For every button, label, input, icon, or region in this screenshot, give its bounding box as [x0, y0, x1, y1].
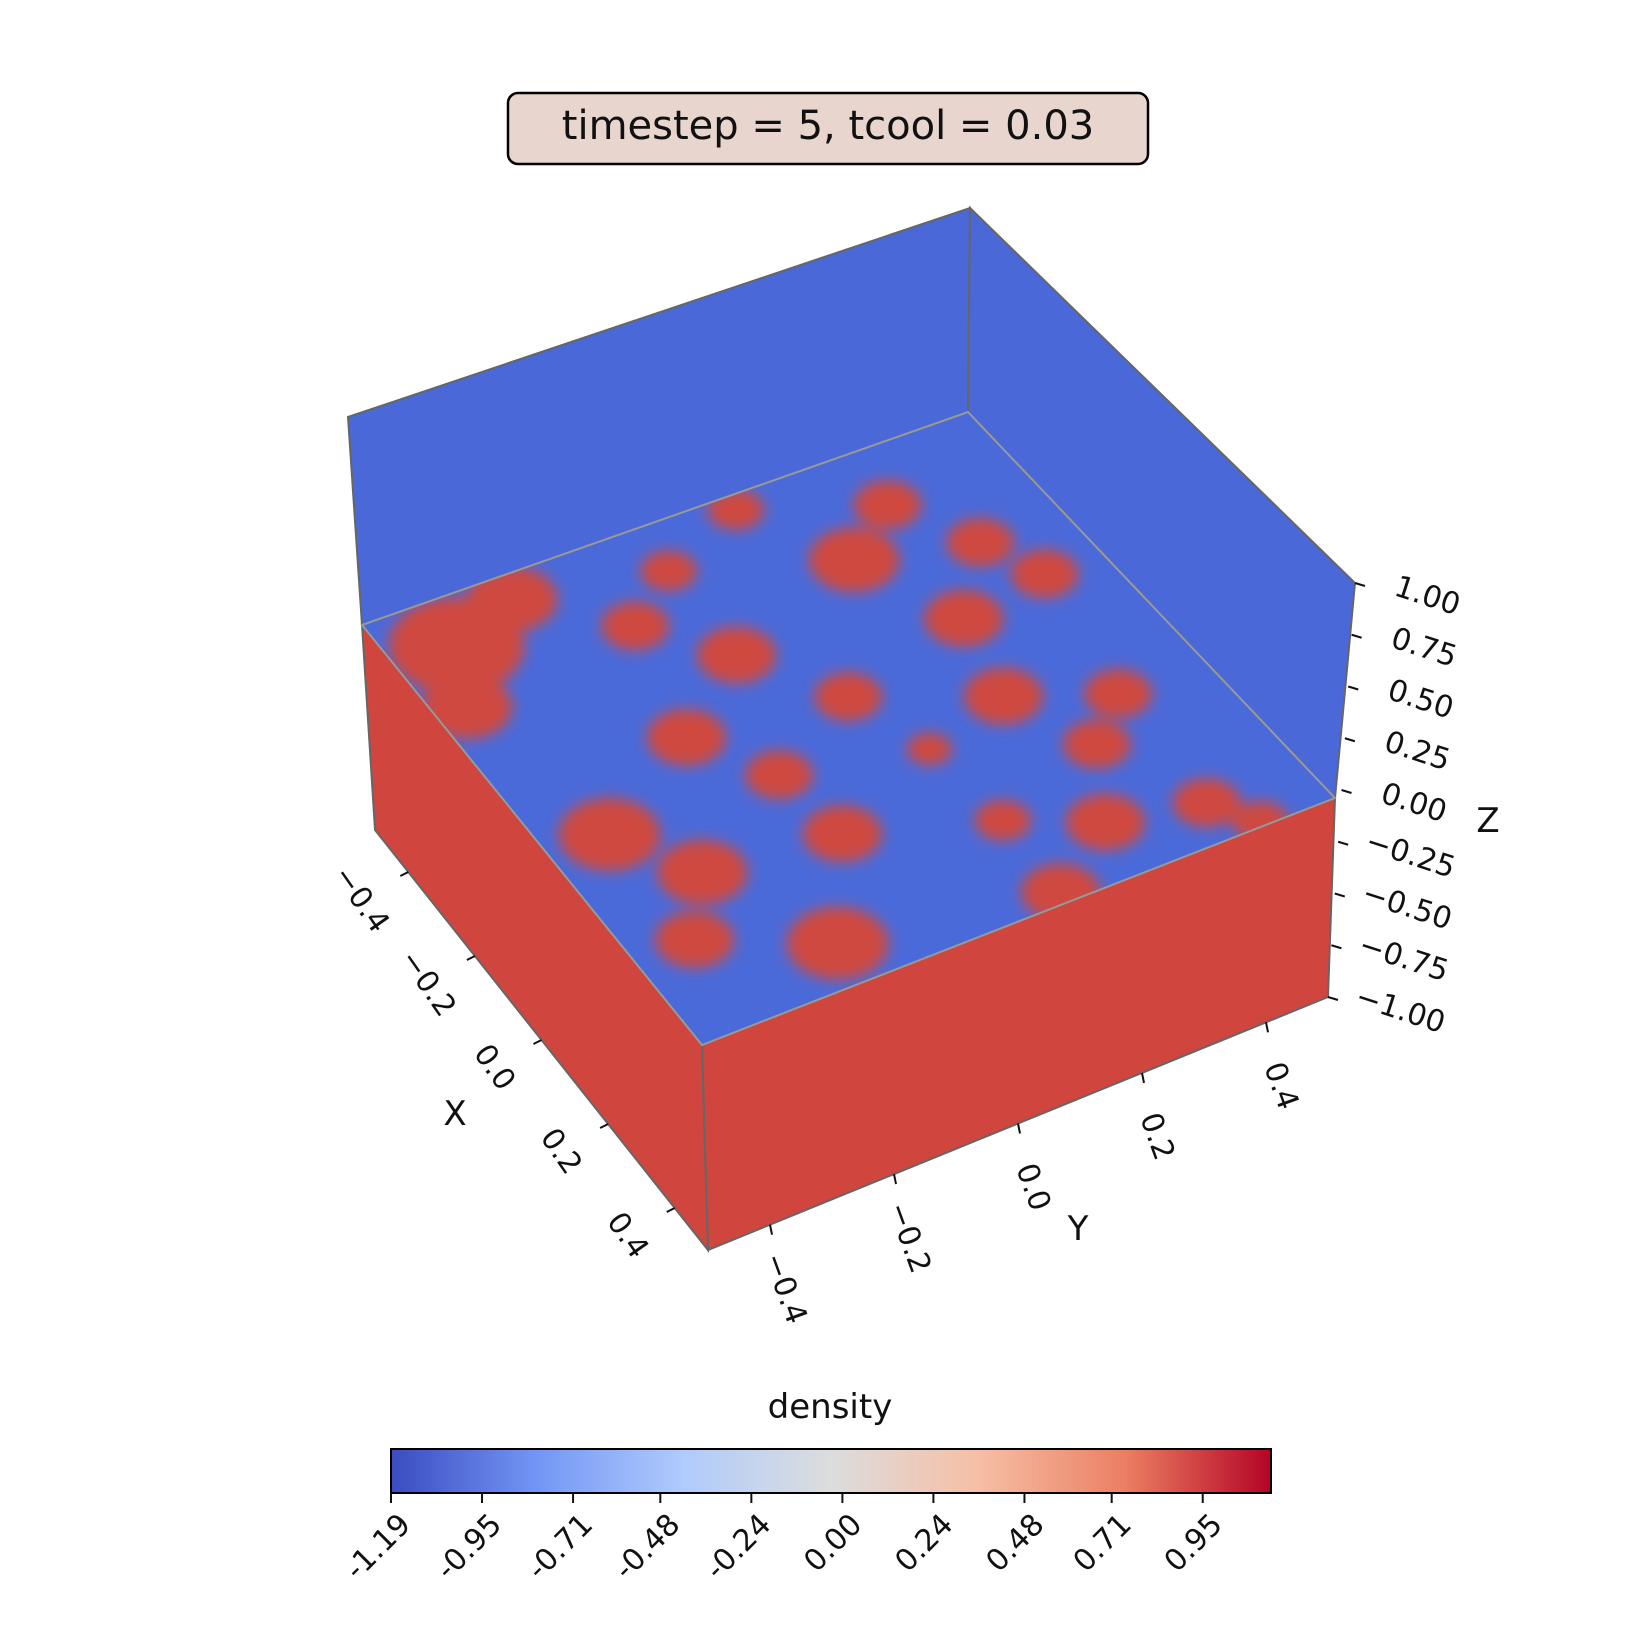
z-tick-label: −0.25	[1361, 824, 1459, 886]
density-blob	[808, 527, 900, 593]
y-axis-label: Y	[1067, 1209, 1089, 1249]
x-tick-label: 0.2	[533, 1122, 589, 1181]
colorbar-gradient	[390, 1448, 1272, 1494]
z-axis: −1.00−0.75−0.50−0.250.000.250.500.751.00	[1327, 569, 1464, 1041]
z-tick-mark	[1327, 996, 1339, 1001]
colorbar: density -1.19 -0.95 -0.71 -0.48 -0.24 0.00 0.2…	[338, 1387, 1272, 1587]
z-tick-mark	[1331, 944, 1342, 950]
density-blob	[707, 489, 765, 531]
top-face-outline	[360, 410, 1337, 1047]
density-blob	[963, 667, 1044, 725]
colorbar-tick-label: 0.00	[797, 1507, 869, 1579]
z-tick-mark	[1344, 737, 1356, 743]
x-axis-label: X	[443, 1094, 466, 1134]
colorbar-ticks: -1.19 -0.95 -0.71 -0.48 -0.24 0.00 0.24 0.48 0.7…	[338, 1493, 1230, 1587]
y-tick-mark	[769, 1224, 773, 1235]
x-tick-label: −0.2	[392, 944, 462, 1024]
y-tick-label: 0.2	[1132, 1108, 1181, 1165]
density-blob	[745, 750, 814, 800]
colorbar-tick-label: -0.95	[429, 1507, 509, 1587]
z-tick-label: 0.50	[1383, 673, 1457, 727]
y-tick-mark	[1017, 1123, 1021, 1134]
density-blob	[1010, 549, 1079, 599]
density-blob	[1172, 778, 1241, 828]
x-tick-label: −0.4	[326, 860, 396, 940]
density-blob	[946, 518, 1015, 567]
y-tick-mark	[1141, 1072, 1145, 1084]
density-blob	[654, 911, 735, 969]
colorbar-tick-label: 0.48	[979, 1507, 1051, 1579]
x-tick-mark	[399, 871, 409, 877]
z-tick-mark	[1337, 840, 1349, 846]
density-blob	[421, 674, 513, 740]
colorbar-tick-label: -0.24	[699, 1507, 779, 1587]
title-frame	[506, 91, 1150, 166]
density-blob	[974, 800, 1032, 841]
colorbar-tick-label: -0.71	[520, 1507, 600, 1587]
density-blob	[906, 732, 953, 766]
density-blob	[558, 798, 661, 872]
z-tick-label: 0.25	[1380, 724, 1454, 778]
x-tick-mark	[666, 1207, 676, 1213]
z-tick-mark	[1334, 892, 1346, 898]
z-tick-label: −0.50	[1358, 876, 1456, 938]
z-tick-mark	[1354, 582, 1366, 587]
density-blob	[1065, 793, 1146, 851]
z-axis-label: Z	[1476, 801, 1499, 841]
density-blob	[786, 906, 889, 980]
density-blob	[656, 839, 748, 905]
density-blob	[802, 805, 883, 863]
colorbar-tick-label: -0.48	[608, 1507, 688, 1587]
x-tick-mark	[533, 1039, 542, 1045]
density-blob	[646, 709, 727, 766]
colorbar-tick-label: 0.95	[1158, 1507, 1230, 1579]
density-blob	[1062, 720, 1131, 769]
z-tick-mark	[1347, 685, 1359, 691]
chart-title: timestep = 5, tcool = 0.03	[562, 103, 1094, 149]
z-tick-label: −1.00	[1351, 979, 1449, 1041]
x-tick-label: 0.4	[599, 1206, 655, 1265]
x-tick-mark	[466, 955, 476, 961]
x-tick-label: 0.0	[466, 1038, 522, 1097]
z-tick-mark	[1351, 633, 1362, 639]
density-blob	[814, 672, 883, 722]
y-tick-mark	[893, 1173, 897, 1185]
density-blob	[696, 626, 777, 684]
title-box: timestep = 5, tcool = 0.03	[506, 91, 1150, 166]
colorbar-tick-label: -1.19	[338, 1507, 418, 1587]
density-blob	[601, 601, 670, 651]
top-face-blobs	[388, 480, 1290, 980]
y-tick-label: −0.2	[880, 1198, 938, 1278]
density-blob	[853, 480, 922, 530]
colorbar-label: density	[768, 1387, 893, 1427]
density-blob	[466, 566, 558, 632]
y-tick-label: −0.4	[756, 1248, 814, 1328]
y-tick-mark	[1265, 1022, 1269, 1033]
z-tick-label: 0.00	[1377, 776, 1451, 830]
colorbar-tick-label: 0.71	[1067, 1507, 1139, 1579]
density-blob	[924, 590, 1004, 647]
z-tick-label: −0.75	[1355, 927, 1453, 989]
z-tick-mark	[1341, 789, 1352, 794]
z-tick-label: 1.00	[1390, 569, 1464, 623]
x-tick-mark	[599, 1123, 609, 1129]
z-tick-label: 0.75	[1387, 621, 1461, 675]
top-face	[362, 412, 1335, 1045]
colorbar-tick-label: 0.24	[888, 1507, 960, 1579]
density-blob	[640, 550, 698, 592]
y-tick-label: 0.4	[1256, 1058, 1305, 1115]
y-tick-label: 0.0	[1008, 1159, 1057, 1216]
density-blob	[1084, 669, 1153, 719]
